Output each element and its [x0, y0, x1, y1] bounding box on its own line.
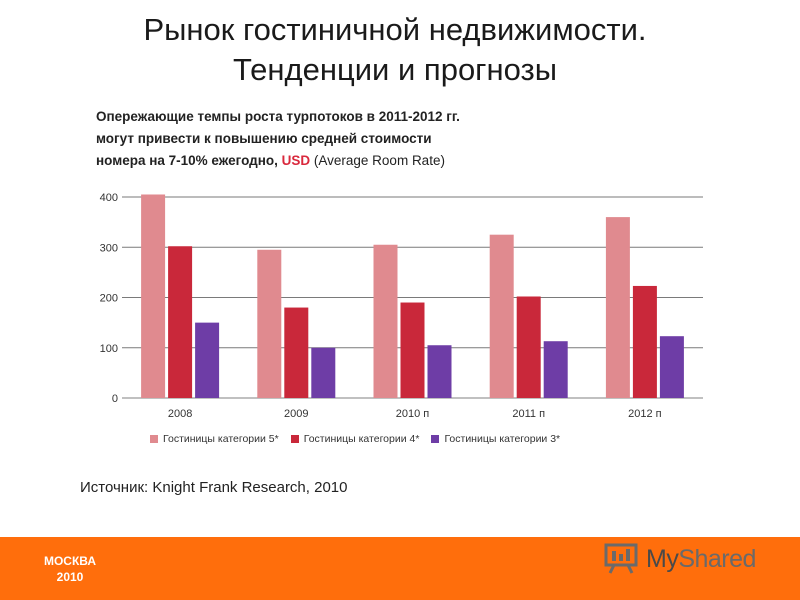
x-tick-label: 2011 п [512, 408, 545, 420]
legend-label-4star: Гостиницы категории 4* [303, 433, 420, 445]
bar-5star [373, 244, 398, 398]
footer-location: МОСКВА 2010 [30, 553, 110, 585]
chart-heading: Опережающие темпы роста турпотоков в 201… [96, 106, 616, 172]
bar-4star [400, 302, 425, 398]
x-tick-label: 2008 [168, 408, 192, 420]
chart-legend: Гостиницы категории 5* Гостиницы категор… [150, 433, 710, 445]
legend-label-5star: Гостиницы категории 5* [163, 433, 279, 445]
x-tick-label: 2012 п [628, 408, 662, 420]
bar-5star [141, 194, 166, 398]
footer-bar: МОСКВА 2010 MyShared [0, 537, 800, 600]
bar-4star [168, 246, 193, 398]
presentation-board-icon [604, 543, 638, 574]
x-axis-tick-labels: 2008 2009 2010 п 2011 п 2012 п [168, 408, 662, 420]
legend-item-5star: Гостиницы категории 5* [150, 433, 279, 445]
legend-label-3star: Гостиницы категории 3* [444, 433, 561, 445]
bar-3star [659, 336, 684, 398]
y-tick-label: 200 [100, 293, 118, 305]
bar-3star [311, 347, 336, 398]
myshared-logo[interactable]: MyShared [604, 543, 756, 575]
chart-heading-line-1: Опережающие темпы роста турпотоков в 201… [96, 109, 460, 124]
logo-text-my: My [646, 544, 679, 573]
y-axis-tick-labels: 0 100 200 300 400 [100, 192, 118, 405]
x-tick-label: 2010 п [396, 408, 430, 420]
chart-heading-line-3: номера на 7-10% ежегодно, USD (Average R… [96, 150, 616, 172]
legend-item-4star: Гостиницы категории 4* [290, 433, 420, 445]
legend-swatch-5star [150, 435, 158, 443]
slide-title-line-1: Рынок гостиничной недвижимости. [143, 12, 647, 47]
logo-text-shared: Shared [678, 544, 756, 573]
chart-heading-line-3-prefix: номера на 7-10% ежегодно, [96, 153, 282, 168]
y-tick-label: 300 [100, 242, 118, 254]
bar-3star [543, 341, 568, 398]
bar-4star [284, 307, 309, 398]
legend-swatch-4star [290, 435, 299, 443]
footer-year: 2010 [56, 570, 84, 584]
logo-text: MyShared [646, 545, 756, 574]
x-tick-label: 2009 [284, 408, 308, 420]
chart-heading-line-2: могут привести к повышению средней стоим… [96, 131, 432, 146]
bar-5star [605, 217, 630, 398]
slide-title: Рынок гостиничной недвижимости. Тенденци… [0, 10, 790, 90]
legend-swatch-3star [431, 435, 440, 443]
bar-5star [489, 234, 514, 398]
bar-5star [257, 249, 282, 398]
bar-4star [516, 296, 541, 398]
source-note: Источник: Knight Frank Research, 2010 [80, 479, 348, 496]
bars [141, 194, 684, 398]
y-tick-label: 400 [100, 192, 118, 204]
bar-3star [427, 345, 452, 398]
bar-chart: 0 100 200 300 400 2008 2009 2010 п 2011 п 2012 п [100, 192, 703, 420]
usd-label: USD [281, 153, 311, 168]
bar-4star [632, 285, 657, 398]
y-tick-label: 100 [100, 343, 118, 355]
legend-item-3star: Гостиницы категории 3* [431, 433, 560, 445]
slide-title-line-2: Тенденции и прогнозы [232, 52, 558, 87]
y-tick-label: 0 [112, 393, 118, 405]
average-room-rate-label: (Average Room Rate) [310, 153, 445, 168]
footer-city: МОСКВА [43, 554, 97, 568]
bar-3star [195, 322, 220, 398]
